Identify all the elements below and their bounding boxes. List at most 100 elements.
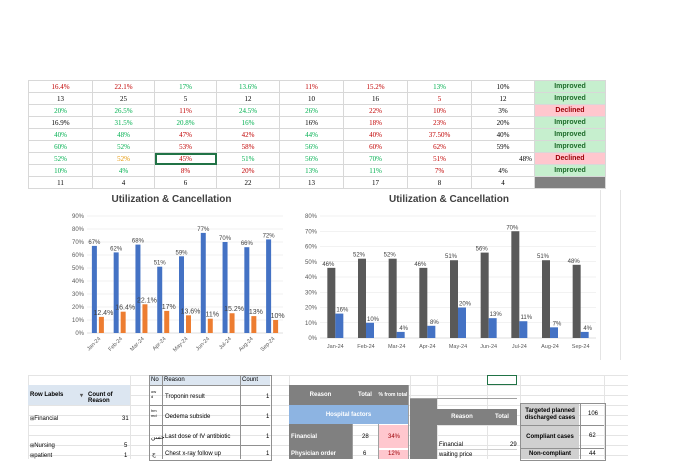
table-row: 20% 26.5% 11% 24.5% 26% 22% 10% 3% Declined — [28, 104, 606, 117]
status-badge[interactable]: Improved — [534, 128, 606, 141]
table-cell[interactable]: 20% — [216, 164, 280, 177]
table-cell[interactable]: 51% — [216, 152, 280, 165]
pivot-count: 1 — [124, 453, 128, 459]
selected-cell[interactable] — [487, 375, 517, 385]
status-badge[interactable]: Improved — [534, 80, 606, 93]
table-cell[interactable]: 25 — [92, 92, 155, 105]
table-cell[interactable]: 20.8% — [154, 116, 217, 129]
table-cell[interactable]: 16% — [216, 116, 280, 129]
table-cell[interactable]: 62% — [407, 140, 472, 153]
table-cell[interactable]: 59% — [471, 140, 535, 153]
table-cell[interactable]: 8 — [407, 176, 472, 189]
status-badge[interactable]: Improved — [534, 92, 606, 105]
table-cell[interactable]: 40% — [28, 128, 93, 141]
table-cell[interactable]: 11% — [154, 104, 217, 117]
table-cell[interactable]: 70% — [343, 152, 408, 165]
table-cell[interactable]: 52% — [92, 152, 155, 165]
table-cell[interactable]: 16 — [343, 92, 408, 105]
table-cell[interactable]: 4 — [92, 176, 155, 189]
collapse-icon[interactable]: ⊞ — [30, 416, 35, 422]
table-cell[interactable]: 16.4% — [28, 80, 93, 93]
table-cell[interactable]: 10 — [279, 92, 344, 105]
table-cell[interactable]: 4% — [92, 164, 155, 177]
table-cell[interactable]: 48% — [92, 128, 155, 141]
table-cell[interactable]: 16% — [279, 116, 344, 129]
table-cell[interactable]: 56% — [279, 140, 344, 153]
table-cell[interactable]: 13 — [28, 92, 93, 105]
pivot-row[interactable]: ⊞Nursing — [30, 443, 55, 449]
table-cell[interactable]: 13 — [279, 176, 344, 189]
pivot-row[interactable]: ⊞Financial — [30, 416, 59, 422]
table-cell[interactable]: 20% — [28, 104, 93, 117]
table-cell[interactable]: 6 — [154, 176, 217, 189]
table-cell[interactable]: 42% — [216, 128, 280, 141]
hospital-pct: 34% — [388, 434, 401, 440]
table-cell[interactable]: 24.5% — [216, 104, 280, 117]
table-cell[interactable]: 45% — [154, 152, 217, 165]
chart-title: Utilization & Cancellation — [388, 194, 509, 205]
data-label: 77% — [197, 227, 210, 233]
table-cell[interactable]: 22.1% — [92, 80, 155, 93]
table-cell[interactable]: 44% — [279, 128, 344, 141]
table-cell[interactable]: 10% — [407, 104, 472, 117]
table-cell[interactable]: 40% — [343, 128, 408, 141]
collapse-icon[interactable]: ⊞ — [30, 453, 35, 459]
table-cell[interactable]: 4 — [471, 176, 535, 189]
status-badge[interactable]: Improved — [534, 116, 606, 129]
table-cell[interactable]: 10% — [28, 164, 93, 177]
table-cell[interactable]: 10% — [471, 80, 535, 93]
table-cell[interactable]: 3% — [471, 104, 535, 117]
pivot-row[interactable]: ⊞patient — [30, 453, 53, 459]
y-tick-label: 90% — [72, 214, 85, 220]
table-cell[interactable]: 18% — [343, 116, 408, 129]
table-cell[interactable]: 58% — [216, 140, 280, 153]
status-badge[interactable]: Declined — [534, 152, 606, 165]
table-cell[interactable]: 13.6% — [216, 80, 280, 93]
bar — [327, 267, 336, 338]
table-cell[interactable]: 11% — [279, 80, 344, 93]
data-label: 52% — [384, 253, 397, 259]
table-cell[interactable]: 17 — [343, 176, 408, 189]
table-cell[interactable]: 22 — [216, 176, 280, 189]
table-cell[interactable]: 20% — [471, 116, 535, 129]
table-cell[interactable]: 37.50% — [407, 128, 472, 141]
table-cell[interactable]: 17% — [154, 80, 217, 93]
status-badge[interactable]: Declined — [534, 104, 606, 117]
table-cell[interactable]: 12 — [471, 92, 535, 105]
x-tick-label: Jun-24 — [480, 344, 497, 350]
table-cell[interactable]: 22% — [343, 104, 408, 117]
table-cell[interactable]: 47% — [154, 128, 217, 141]
table-cell[interactable]: 16.9% — [28, 116, 93, 129]
table-cell[interactable]: 60% — [343, 140, 408, 153]
filter-dropdown-icon[interactable]: ▾ — [80, 393, 84, 399]
status-badge[interactable] — [534, 176, 606, 189]
table-cell[interactable]: 52% — [92, 140, 155, 153]
status-badge[interactable]: Improved — [534, 140, 606, 153]
table-cell[interactable]: 40% — [471, 128, 535, 141]
table-cell[interactable]: 13% — [407, 80, 472, 93]
table-cell[interactable]: 56% — [279, 152, 344, 165]
table-cell[interactable]: 51% — [407, 152, 472, 165]
table-cell[interactable]: 23% — [407, 116, 472, 129]
collapse-icon[interactable]: ⊞ — [30, 443, 35, 449]
table-cell[interactable]: 11% — [343, 164, 408, 177]
table-cell[interactable]: 13% — [279, 164, 344, 177]
grid-row-line — [28, 375, 628, 376]
table-cell[interactable]: 8% — [154, 164, 217, 177]
table-cell[interactable]: 15.2% — [343, 80, 408, 93]
table-cell[interactable]: 5 — [407, 92, 472, 105]
table-cell[interactable]: 31.5% — [92, 116, 155, 129]
table-cell[interactable]: 4% — [471, 164, 535, 177]
table-cell[interactable]: 26.5% — [92, 104, 155, 117]
status-badge[interactable]: Improved — [534, 164, 606, 177]
table-cell[interactable]: 26% — [279, 104, 344, 117]
table-cell[interactable]: 5 — [154, 92, 217, 105]
table-cell[interactable]: 11 — [28, 176, 93, 189]
table-cell[interactable]: 53% — [154, 140, 217, 153]
table-cell[interactable]: 52% — [28, 152, 93, 165]
table-cell[interactable]: 12 — [216, 92, 280, 105]
data-label: 11% — [521, 315, 533, 321]
table-cell[interactable]: 48% — [471, 152, 535, 165]
table-cell[interactable]: 7% — [407, 164, 472, 177]
table-cell[interactable]: 60% — [28, 140, 93, 153]
